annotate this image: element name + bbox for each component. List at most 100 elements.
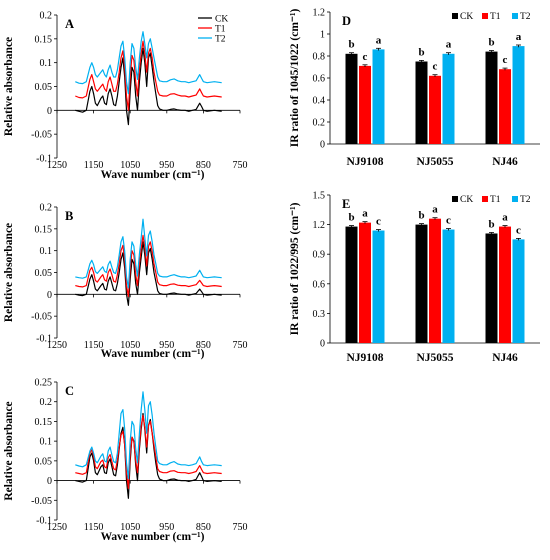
y-tick-label: 0.1	[40, 246, 53, 257]
y-tick-label: -0.05	[31, 496, 52, 507]
x-tick-label: 1050	[120, 340, 140, 351]
bar-t1	[429, 218, 441, 343]
bar-ck	[345, 53, 358, 144]
bar-ck	[485, 51, 498, 144]
y-axis-label: Relative absorbance	[3, 223, 15, 322]
x-tick-label: 750	[233, 340, 248, 351]
y-tick-label: 0.2	[40, 397, 53, 408]
x-tick-label: 1150	[84, 160, 104, 171]
y-tick-label: -0.1	[36, 154, 52, 165]
legend-swatch	[482, 13, 488, 19]
legend-label: T1	[215, 25, 226, 35]
y-axis-label: Relative absorbance	[3, 37, 15, 136]
legend-label: CK	[215, 15, 228, 25]
category-label: NJ46	[492, 352, 518, 364]
y-tick-label: -0.05	[31, 312, 52, 323]
panel-label: B	[65, 209, 73, 223]
x-tick-label: 750	[233, 160, 248, 171]
significance-letter: b	[488, 37, 494, 49]
y-tick-label: 0.25	[35, 378, 53, 389]
significance-letter: b	[348, 39, 354, 51]
y-tick-label: 0.05	[35, 82, 53, 93]
x-tick-label: 1250	[47, 160, 67, 171]
category-label: NJ9108	[346, 156, 383, 168]
y-tick-label: 0.2	[313, 118, 326, 129]
x-tick-label: 750	[233, 522, 248, 533]
legend-label: T2	[520, 195, 531, 205]
y-tick-label: 1.2	[313, 8, 326, 19]
legend-label: T2	[520, 12, 531, 22]
bar-t1	[499, 226, 511, 343]
legend-swatch	[452, 196, 458, 202]
x-tick-label: 1250	[47, 522, 67, 533]
bar-t2	[512, 239, 525, 343]
panel-c: -0.1 -0.05 0 0.05 0.1 0.15 0.2 0.25 1250 1150 1050…	[3, 378, 248, 544]
panel-d: 00.20.40.60.811.2NJ9108bcaNJ5055bcaNJ46b…	[289, 8, 540, 168]
y-tick-label: 0	[320, 339, 325, 350]
y-tick-label: 0	[47, 106, 52, 117]
significance-letter: c	[503, 54, 508, 66]
y-tick-label: 0.15	[35, 34, 53, 45]
y-axis-label: IR ratio of 1022/995 (cm⁻¹)	[289, 202, 301, 335]
x-axis-label: Wave number (cm⁻¹)	[101, 348, 205, 360]
panel-b: -0.1 -0.05 0 0.05 0.1 0.15 0.2 1250 1150 1050 950 8…	[3, 203, 248, 361]
y-tick-label: 0.8	[313, 52, 326, 63]
y-tick-label: -0.05	[31, 130, 52, 141]
x-tick-label: 1050	[120, 522, 140, 533]
panel-a: -0.1 -0.05 0 0.05 0.1 0.15 0.2 1250 1150 1050 950 8…	[3, 11, 248, 182]
bar-t1	[359, 65, 371, 144]
x-tick-label: 850	[196, 160, 211, 171]
significance-letter: a	[502, 212, 508, 224]
bar-t2	[372, 49, 385, 144]
bar-t2	[512, 46, 525, 144]
x-tick-label: 1250	[47, 340, 67, 351]
series-ck-line	[75, 47, 222, 126]
y-tick-label: 0	[47, 290, 52, 301]
y-tick-label: 1	[320, 30, 325, 41]
bar-t2	[372, 230, 385, 343]
bar-t2	[442, 53, 455, 144]
y-tick-label: 1.5	[313, 191, 326, 202]
x-tick-label: 850	[196, 522, 211, 533]
y-tick-label: 0.1	[40, 58, 53, 69]
bar-t2	[442, 229, 455, 343]
bar-ck	[345, 226, 358, 343]
legend-swatch	[512, 196, 518, 202]
y-tick-label: 0.6	[313, 279, 326, 290]
series-t2-line	[75, 31, 222, 95]
legend-swatch	[512, 13, 518, 19]
x-tick-label: 950	[159, 340, 174, 351]
x-tick-label: 850	[196, 340, 211, 351]
series-t2-line	[75, 218, 222, 289]
category-label: NJ9108	[346, 352, 383, 364]
y-tick-label: 0.4	[313, 96, 326, 107]
y-tick-label: -0.1	[36, 334, 52, 345]
significance-letter: a	[446, 39, 452, 51]
significance-letter: c	[433, 61, 438, 73]
legend-label: CK	[460, 195, 473, 205]
y-tick-label: -0.1	[36, 516, 52, 527]
category-label: NJ46	[492, 156, 518, 168]
y-tick-label: 0.6	[313, 74, 326, 85]
significance-letter: b	[418, 46, 424, 58]
legend-label: CK	[460, 12, 473, 22]
legend-swatch	[482, 196, 488, 202]
x-tick-label: 1150	[84, 522, 104, 533]
y-tick-label: 0.05	[35, 456, 53, 467]
y-tick-label: 0.3	[313, 309, 326, 320]
series-ck-line	[75, 241, 222, 306]
series-t1-line	[75, 40, 222, 111]
significance-letter: c	[516, 224, 521, 236]
y-axis-label: Relative absorbance	[3, 401, 15, 500]
y-tick-label: 0.2	[40, 11, 53, 22]
x-tick-label: 1050	[120, 160, 140, 171]
legend-label: T1	[490, 12, 501, 22]
y-tick-label: 0.15	[35, 224, 53, 235]
legend-swatch	[452, 13, 458, 19]
significance-letter: b	[348, 212, 354, 224]
y-axis-label: IR ratio of 1045/1022 (cm⁻¹)	[289, 9, 301, 148]
bar-t1	[429, 75, 441, 144]
significance-letter: a	[516, 31, 522, 43]
